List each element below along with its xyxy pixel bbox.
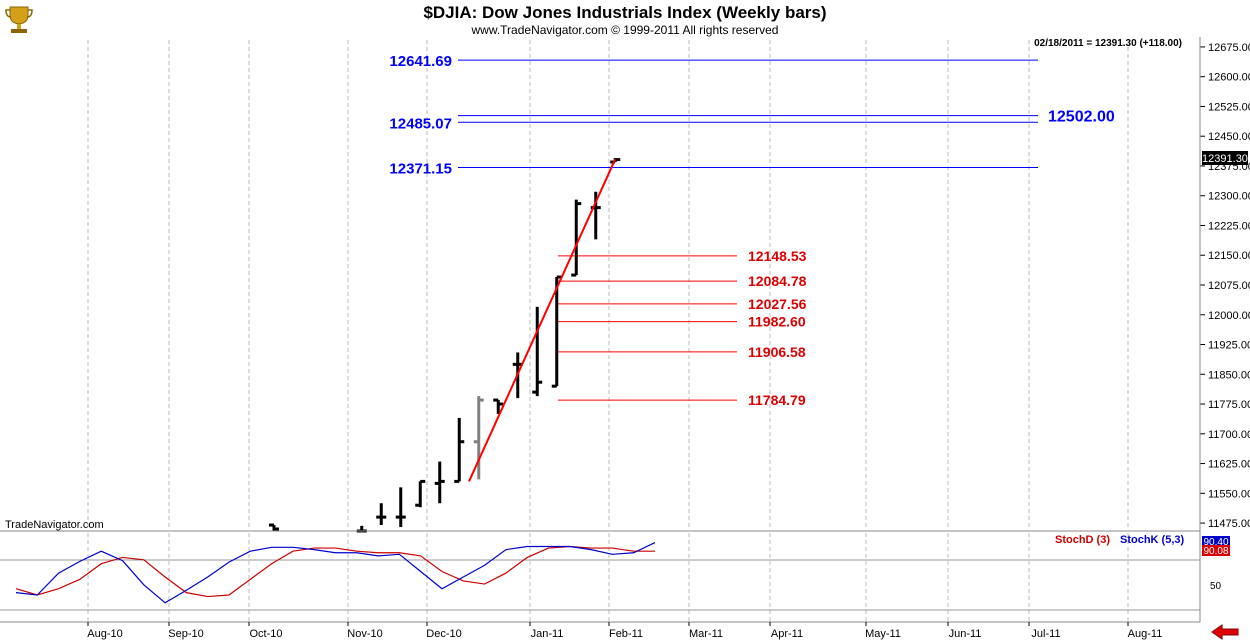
price-y-axis: 12675.0012600.0012525.0012450.0012375.00… [1200,42,1250,530]
x-tick-label: Dec-10 [426,628,461,640]
x-tick-label: Apr-11 [771,628,803,640]
blue-level-label: 12371.15 [389,160,452,177]
x-tick-label: Aug-11 [1128,628,1163,640]
ohlc-bar [473,396,484,480]
x-tick-label: Sep-10 [168,628,203,640]
y-tick-label: 12450.00 [1208,131,1250,143]
vertical-grid-stoch [87,533,1129,621]
blue-level-label: 12485.07 [389,115,452,132]
x-tick-label: May-11 [865,628,901,640]
y-tick-label: 11625.00 [1208,459,1250,471]
y-tick-label: 12300.00 [1208,191,1250,203]
stochk-value-tag-text: 90.40 [1203,537,1228,548]
red-level-label: 12027.56 [748,296,807,312]
legend-stochd: StochD (3) [1055,534,1110,546]
y-tick-label: 11700.00 [1208,429,1250,441]
copyright-text: www.TradeNavigator.com © 1999-2011 All r… [471,23,779,37]
ohlc-bar [571,199,582,277]
blue-level-label: 12502.00 [1048,109,1115,126]
last-price-tag-text: 12391.30 [1202,153,1248,165]
y-tick-label: 12150.00 [1208,250,1250,262]
red-levels: 12148.53 12084.78 12027.56 11982.60 11906.58… [558,248,807,408]
y-tick-label: 12600.00 [1208,72,1250,84]
ohlc-bar [532,306,543,397]
last-bar-info: 02/18/2011 = 12391.30 (+118.00) [1034,38,1182,49]
stoch-y-tick: 50 [1210,581,1222,592]
y-tick-label: 12225.00 [1208,220,1250,232]
ohlc-bar [395,487,406,528]
vertical-grid-price [87,40,1129,530]
x-axis: Aug-10 Sep-10 Oct-10 Nov-10 Dec-10 Jan-11 Feb-… [87,622,1162,640]
y-tick-label: 11475.00 [1208,518,1250,530]
x-tick-label: Jul-11 [1031,628,1060,640]
y-tick-label: 12000.00 [1208,310,1250,322]
chart-title: $DJIA: Dow Jones Industrials Index (Week… [423,3,826,22]
x-tick-label: Aug-10 [87,628,122,640]
ohlc-bar [415,479,426,508]
y-tick-label: 12675.00 [1208,42,1250,54]
stochastic-panel: StochD (3) StochK (5,3) 90.40 90.08 50 [0,530,1230,621]
red-level-label: 11982.60 [748,314,806,330]
red-level-label: 12148.53 [748,248,807,264]
x-tick-label: Feb-11 [609,628,643,640]
stoch-series-line [15,545,655,598]
trendline [468,158,617,482]
y-tick-label: 11850.00 [1208,369,1250,381]
legend-stochk: StochK (5,3) [1120,534,1185,546]
stochk-value-tag [1202,536,1230,547]
x-tick-label: Jan-11 [531,628,564,640]
trophy-icon [5,6,33,33]
y-tick-label: 12525.00 [1208,101,1250,113]
y-tick-label: 11775.00 [1208,399,1250,411]
red-left-arrow-icon[interactable] [1211,624,1239,640]
ohlc-bar [269,523,279,531]
blue-level-label: 12641.69 [389,53,452,70]
y-tick-label: 11550.00 [1208,488,1250,500]
ohlc-bar [493,398,504,414]
stochd-value-tag-text: 90.08 [1203,546,1228,557]
x-tick-label: Mar-11 [689,628,723,640]
x-tick-label: Jun-11 [949,628,982,640]
x-tick-label: Oct-10 [249,628,282,640]
ohlc-bar [376,503,387,526]
ohlc-bar [434,461,445,504]
last-price-tag [1202,151,1248,165]
y-tick-label: 11925.00 [1208,340,1250,352]
red-level-label: 11906.58 [748,344,806,360]
price-panel: 12675.0012600.0012525.0012450.0012375.00… [87,40,1250,533]
red-level-label: 12084.78 [748,273,807,289]
blue-levels: 12641.69 12502.00 12485.07 12371.15 [389,53,1114,177]
x-tick-label: Nov-10 [347,628,382,640]
red-level-label: 11784.79 [748,392,806,408]
y-tick-label: 12075.00 [1208,280,1250,292]
stoch-series-line [15,542,656,604]
watermark-text: TradeNavigator.com [5,519,104,531]
ohlc-bar [454,417,465,483]
stochd-value-tag [1202,545,1230,556]
stochastic-lines [15,542,656,604]
